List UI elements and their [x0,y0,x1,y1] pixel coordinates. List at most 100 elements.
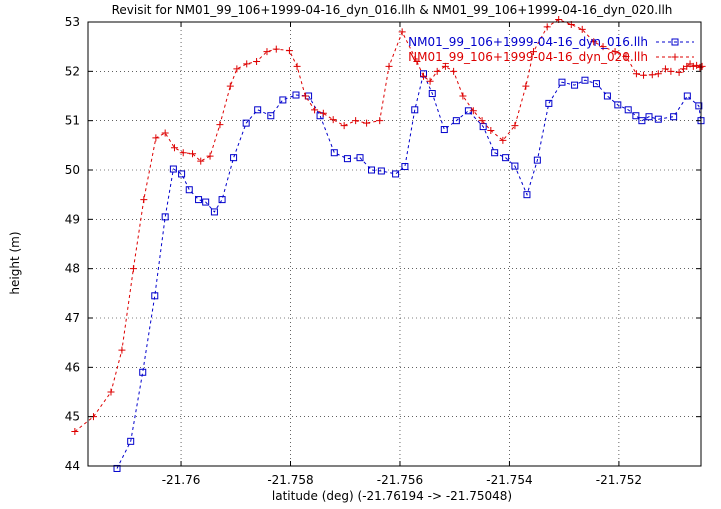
data-point [178,170,186,178]
data-point [545,99,553,107]
data-point [411,106,419,114]
y-tick-label: 52 [65,64,80,78]
data-point [118,346,126,354]
series-2 [71,16,706,435]
data-point [420,72,428,80]
x-tick-label: -21.752 [596,473,642,487]
data-point [292,91,300,99]
data-point [428,90,436,98]
data-point [242,119,250,127]
y-tick-label: 51 [65,114,80,128]
data-point [632,70,640,78]
series-line [74,18,703,432]
data-point [127,437,135,445]
x-tick-label: -21.756 [377,473,423,487]
data-point [139,368,147,376]
y-tick-label: 44 [65,459,80,473]
data-point [254,106,262,114]
y-tick-label: 48 [65,262,80,276]
data-point [169,165,177,173]
data-point [624,106,632,114]
ticks: 44 45 46 47 48 49 50 51 52 53 -21.76 -21.758 -21.756… [65,15,701,487]
y-tick-label: 53 [65,15,80,29]
data-point [654,115,662,123]
data-point [533,156,541,164]
data-point [523,191,531,199]
x-axis-label: latitude (deg) (-21.76194 -> -21.75048) [272,489,512,503]
data-point [161,129,169,137]
y-tick-label: 45 [65,410,80,424]
data-point [253,57,261,65]
legend-marker [671,53,679,61]
data-point [670,113,678,121]
plot-frame [87,21,702,467]
data-point [230,154,238,162]
data-point [363,119,371,127]
legend-marker [671,38,679,46]
data-point [654,70,662,78]
series-1 [113,70,705,472]
data-point [578,25,586,33]
data-point [452,117,460,125]
data-point [233,65,241,73]
data-point [170,144,178,152]
data-point [469,107,477,115]
data-point [479,123,487,131]
data-point [571,81,579,89]
legend-label: NM01_99_106+1999-04-16_dyn_016.llh [408,35,648,49]
data-point [698,62,706,70]
data-point [263,48,271,56]
x-tick-label: -21.758 [267,473,313,487]
data-point [152,134,160,142]
data-point [667,67,675,75]
data-point [226,82,234,90]
data-point [71,427,79,435]
data-point [683,92,691,100]
data-point [581,76,589,84]
data-point [499,136,507,144]
data-point [377,167,385,175]
data-point [129,265,137,273]
y-tick-label: 50 [65,163,80,177]
y-tick-label: 49 [65,212,80,226]
data-point [632,112,640,120]
data-point [216,121,224,129]
data-point [441,62,449,70]
data-point [450,67,458,75]
data-point [218,196,226,204]
data-point [279,96,287,104]
data-point [398,28,406,36]
chart-title: Revisit for NM01_99_106+1999-04-16_dyn_0… [112,3,673,17]
data-point [202,198,210,206]
data-point [487,127,495,135]
data-point [689,62,697,70]
data-point [491,149,499,157]
data-point [197,157,205,165]
data-point [343,155,351,163]
data-point [293,62,301,70]
data-point [206,152,214,160]
data-point [140,196,148,204]
data-point [392,170,400,178]
data-point [179,149,187,157]
data-point [385,62,393,70]
data-point [459,92,467,100]
data-point [695,102,703,110]
data-point [272,45,280,53]
data-point [543,23,551,31]
data-point [185,186,193,194]
data-point [675,68,683,76]
data-point [210,208,218,216]
data-point [502,154,510,162]
data-point [599,43,607,51]
data-point [592,80,600,88]
x-tick-label: -21.754 [486,473,532,487]
y-tick-label: 46 [65,360,80,374]
data-point [511,162,519,170]
data-point [413,57,421,65]
data-point [113,464,121,472]
data-point [530,48,538,56]
data-point [301,92,309,100]
